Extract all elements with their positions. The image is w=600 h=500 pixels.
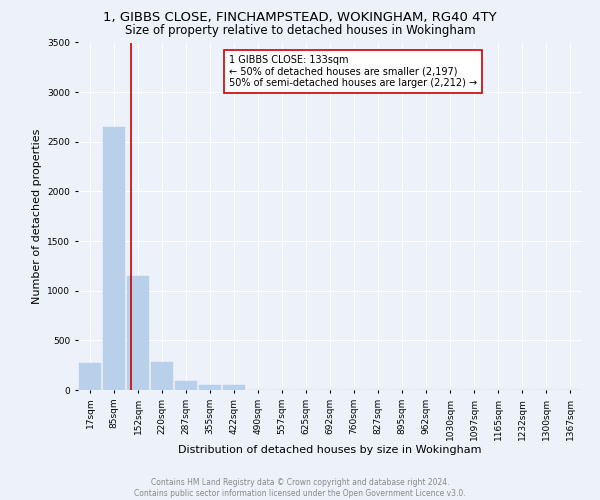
Text: Size of property relative to detached houses in Wokingham: Size of property relative to detached ho… bbox=[125, 24, 475, 37]
Bar bbox=[127, 276, 149, 390]
Text: 1 GIBBS CLOSE: 133sqm
← 50% of detached houses are smaller (2,197)
50% of semi-d: 1 GIBBS CLOSE: 133sqm ← 50% of detached … bbox=[229, 54, 478, 88]
Bar bbox=[223, 385, 245, 390]
Y-axis label: Number of detached properties: Number of detached properties bbox=[32, 128, 42, 304]
Text: Contains HM Land Registry data © Crown copyright and database right 2024.
Contai: Contains HM Land Registry data © Crown c… bbox=[134, 478, 466, 498]
Bar bbox=[103, 127, 125, 390]
Bar bbox=[199, 385, 221, 390]
Bar bbox=[175, 381, 197, 390]
Bar bbox=[151, 362, 173, 390]
Text: 1, GIBBS CLOSE, FINCHAMPSTEAD, WOKINGHAM, RG40 4TY: 1, GIBBS CLOSE, FINCHAMPSTEAD, WOKINGHAM… bbox=[103, 11, 497, 24]
X-axis label: Distribution of detached houses by size in Wokingham: Distribution of detached houses by size … bbox=[178, 446, 482, 456]
Bar bbox=[79, 363, 101, 390]
